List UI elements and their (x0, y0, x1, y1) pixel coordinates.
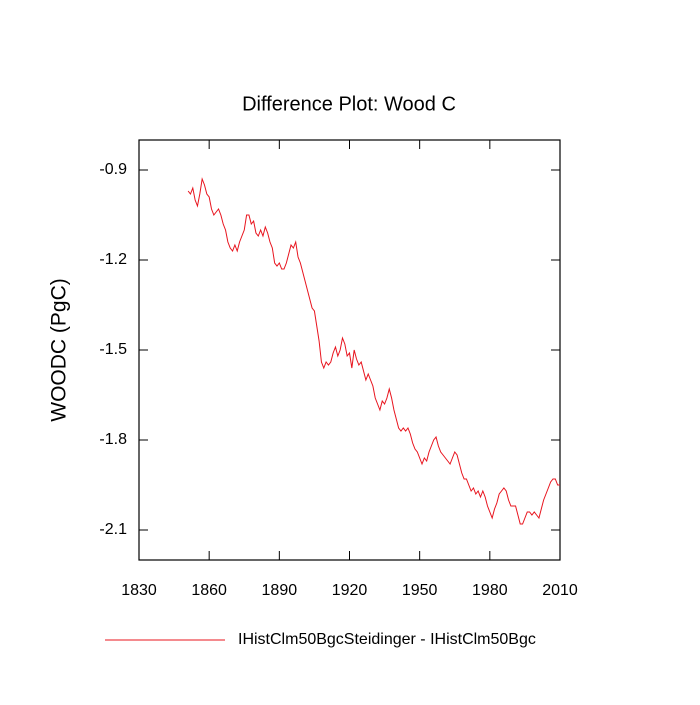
y-axis-label: WOODC (PgC) (48, 278, 71, 422)
y-tick-label: -1.5 (99, 341, 127, 358)
x-tick-label: 1950 (402, 582, 438, 599)
legend-label: IHistClm50BgcSteidinger - IHistClm50Bgc (238, 631, 536, 648)
x-tick-label: 1830 (121, 582, 157, 599)
y-tick-label: -1.2 (99, 251, 127, 268)
x-tick-label: 1860 (191, 582, 227, 599)
y-tick-label: -2.1 (99, 521, 127, 538)
x-tick-label: 2010 (542, 582, 578, 599)
x-tick-label: 1920 (332, 582, 368, 599)
data-line (187, 177, 560, 525)
x-tick-label: 1980 (472, 582, 508, 599)
y-tick-label: -0.9 (99, 161, 127, 178)
chart-title: Difference Plot: Wood C (242, 93, 456, 115)
x-tick-label: 1890 (262, 582, 298, 599)
y-tick-label: -1.8 (99, 431, 127, 448)
plot-frame (138, 139, 561, 561)
